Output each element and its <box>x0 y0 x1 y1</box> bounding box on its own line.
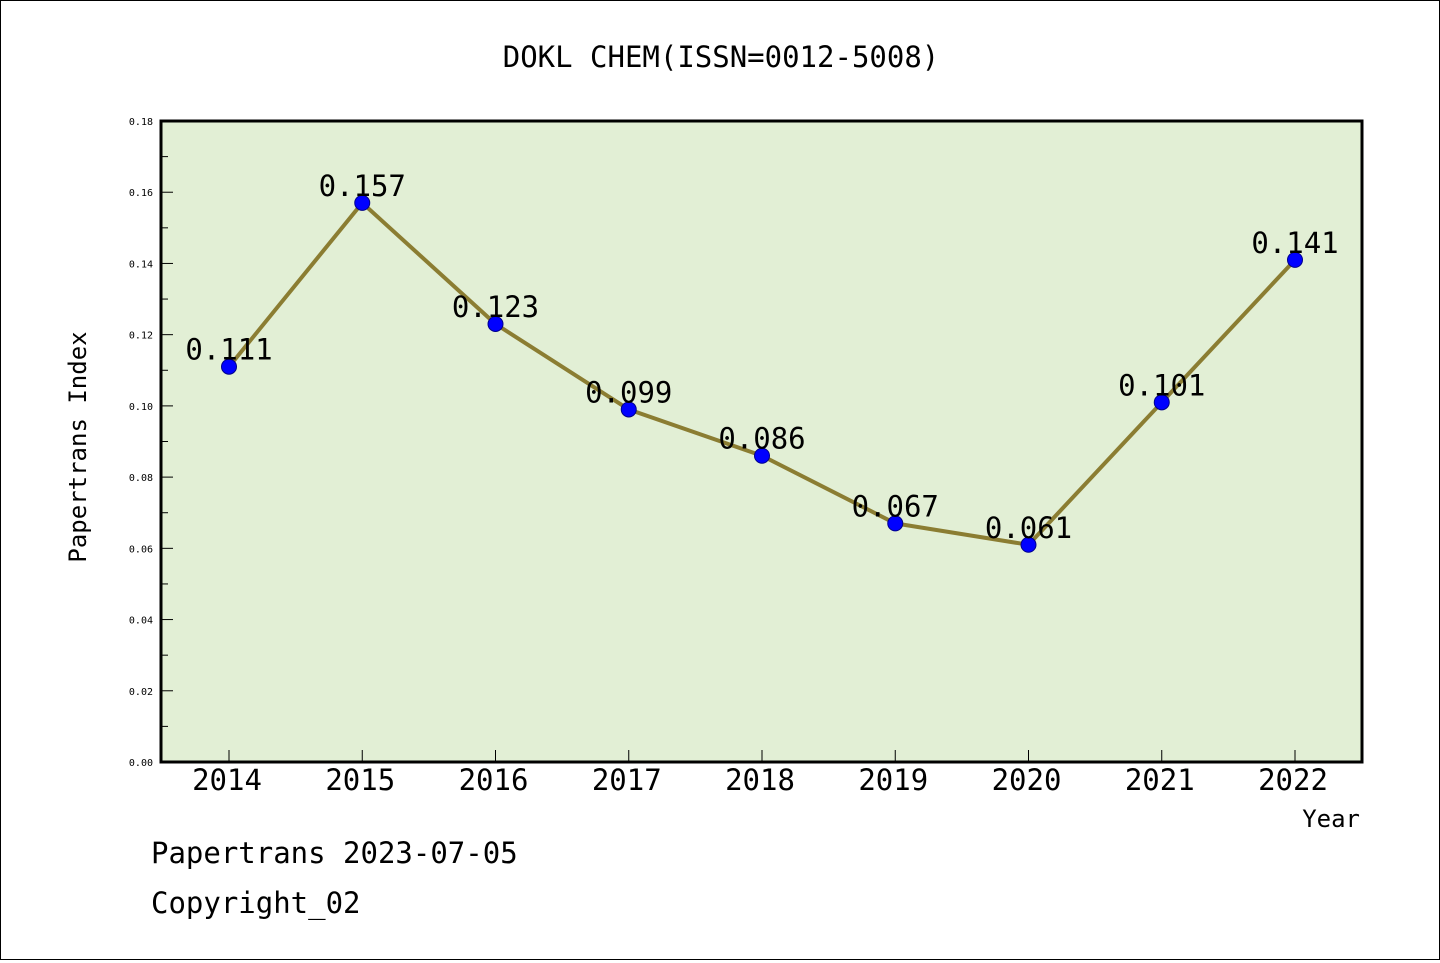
y-tick-label: 0.00 <box>129 758 153 769</box>
data-point <box>620 401 637 418</box>
data-point <box>754 447 770 464</box>
y-tick-label: 0.14 <box>129 259 153 270</box>
x-tick-label: 2018 <box>725 763 795 797</box>
y-axis-ticks <box>161 120 173 763</box>
x-tick-label: 2022 <box>1258 763 1328 797</box>
data-label: 0.067 <box>852 489 939 523</box>
x-tick-label: 2020 <box>992 763 1062 797</box>
y-tick-label: 0.16 <box>129 188 153 199</box>
footer-copyright: Copyright_02 <box>151 886 361 920</box>
data-point <box>1287 251 1303 268</box>
data-point <box>354 194 371 211</box>
data-label: 0.123 <box>452 290 539 324</box>
chart-title: DOKL CHEM(ISSN=0012-5008) <box>503 40 940 74</box>
data-labels: 0.111 0.157 0.123 0.099 0.086 0.067 0.061 0.101… <box>185 169 1338 545</box>
series-markers <box>221 194 1303 553</box>
plot-area <box>159 119 1364 764</box>
data-point <box>1153 394 1170 411</box>
y-tick-label: 0.18 <box>129 117 153 128</box>
x-axis-tick-labels: 2014 2015 2016 2017 2018 2019 2020 2021 2022 <box>192 763 1328 797</box>
footer-date: Papertrans 2023-07-05 <box>151 836 518 870</box>
data-point <box>887 515 904 532</box>
x-tick-label: 2014 <box>192 763 262 797</box>
x-axis-label: Year <box>1302 805 1360 833</box>
data-label: 0.111 <box>185 333 272 367</box>
y-tick-label: 0.10 <box>129 402 153 413</box>
data-label: 0.157 <box>319 169 406 203</box>
y-tick-label: 0.08 <box>129 473 153 484</box>
y-tick-label: 0.02 <box>129 687 153 698</box>
x-tick-label: 2017 <box>592 763 662 797</box>
data-point <box>221 358 237 375</box>
x-tick-label: 2021 <box>1125 763 1195 797</box>
x-tick-label: 2016 <box>459 763 529 797</box>
x-tick-label: 2019 <box>858 763 928 797</box>
y-axis-tick-labels: 0.00 0.02 0.04 0.06 0.08 0.10 0.12 0.14 0.16 0.18 <box>129 117 153 769</box>
y-tick-label: 0.06 <box>129 544 153 555</box>
x-tick-label: 2015 <box>325 763 395 797</box>
data-label: 0.141 <box>1251 226 1338 260</box>
y-tick-label: 0.12 <box>129 331 153 342</box>
data-label: 0.086 <box>718 422 805 456</box>
data-point <box>487 315 504 332</box>
y-axis-label: Papertrans Index <box>64 331 92 562</box>
y-tick-label: 0.04 <box>129 616 153 627</box>
x-axis-ticks <box>228 750 1296 762</box>
data-point <box>1020 536 1037 553</box>
data-label: 0.101 <box>1118 368 1205 402</box>
data-label: 0.061 <box>985 511 1072 545</box>
data-label: 0.099 <box>585 375 672 409</box>
